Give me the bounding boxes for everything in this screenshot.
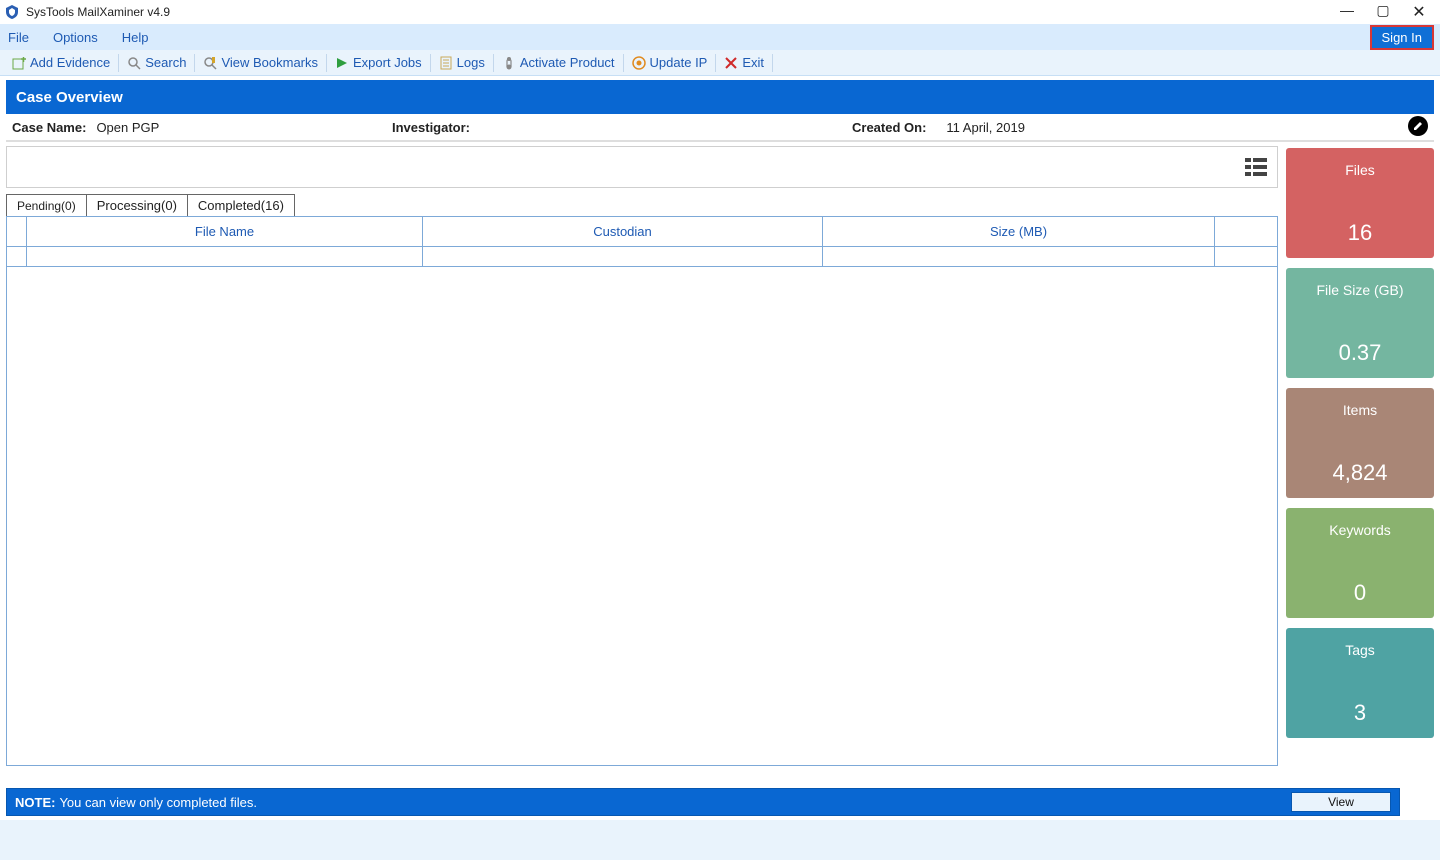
list-view-icon[interactable]: [1245, 158, 1267, 176]
update-ip-button[interactable]: Update IP: [626, 52, 714, 74]
note-bar: NOTE: You can view only completed files.…: [6, 788, 1400, 816]
content-area: Pending(0) Processing(0) Completed(16) F…: [6, 146, 1434, 766]
activate-label: Activate Product: [520, 55, 615, 70]
export-icon: [335, 56, 349, 70]
menu-options[interactable]: Options: [53, 30, 98, 45]
add-evidence-button[interactable]: Add Evidence: [6, 52, 116, 74]
menu-help[interactable]: Help: [122, 30, 149, 45]
toolbar: Add Evidence Search View Bookmarks Expor…: [0, 50, 1440, 76]
case-overview-header: Case Overview: [6, 80, 1434, 114]
card-value: 0.37: [1290, 340, 1430, 366]
logs-label: Logs: [457, 55, 485, 70]
minimize-button[interactable]: —: [1338, 2, 1356, 22]
title-bar: SysTools MailXaminer v4.9 — ▢ ✕: [0, 0, 1440, 24]
case-name-label: Case Name:: [12, 120, 86, 135]
card-title: Files: [1290, 162, 1430, 178]
add-evidence-icon: [12, 56, 26, 70]
col-selector: [7, 217, 27, 246]
card-value: 0: [1290, 580, 1430, 606]
exit-icon: [724, 56, 738, 70]
card-value: 16: [1290, 220, 1430, 246]
card-value: 3: [1290, 700, 1430, 726]
search-label: Search: [145, 55, 186, 70]
export-jobs-button[interactable]: Export Jobs: [329, 52, 428, 74]
close-button[interactable]: ✕: [1410, 2, 1428, 22]
col-spacer: [1215, 217, 1235, 246]
view-bookmarks-button[interactable]: View Bookmarks: [197, 52, 324, 74]
bookmark-icon: [203, 56, 217, 70]
tab-completed[interactable]: Completed(16): [187, 194, 295, 216]
edit-icon: [1412, 120, 1424, 132]
card-value: 4,824: [1290, 460, 1430, 486]
case-info-bar: Case Name: Open PGP Investigator: Create…: [6, 114, 1434, 142]
tab-processing[interactable]: Processing(0): [86, 194, 188, 216]
col-filename[interactable]: File Name: [27, 217, 423, 246]
case-name-value: Open PGP: [96, 120, 159, 135]
note-text: You can view only completed files.: [59, 795, 257, 810]
left-panel: Pending(0) Processing(0) Completed(16) F…: [6, 146, 1278, 766]
logs-icon: [439, 56, 453, 70]
app-title: SysTools MailXaminer v4.9: [26, 5, 1338, 19]
stat-card-tags[interactable]: Tags 3: [1286, 628, 1434, 738]
signin-button[interactable]: Sign In: [1370, 25, 1434, 50]
app-icon: [4, 4, 20, 20]
card-title: Keywords: [1290, 522, 1430, 538]
view-toggle-bar: [6, 146, 1278, 188]
edit-case-button[interactable]: [1408, 116, 1428, 136]
table-header: File Name Custodian Size (MB): [7, 217, 1277, 247]
tab-pending[interactable]: Pending(0): [6, 194, 87, 216]
card-title: Items: [1290, 402, 1430, 418]
add-evidence-label: Add Evidence: [30, 55, 110, 70]
created-on-value: 11 April, 2019: [946, 120, 1025, 135]
activate-button[interactable]: Activate Product: [496, 52, 621, 74]
investigator-label: Investigator:: [392, 120, 470, 135]
stat-card-keywords[interactable]: Keywords 0: [1286, 508, 1434, 618]
files-table: File Name Custodian Size (MB): [6, 216, 1278, 766]
export-jobs-label: Export Jobs: [353, 55, 422, 70]
stat-card-files[interactable]: Files 16: [1286, 148, 1434, 258]
update-ip-icon: [632, 56, 646, 70]
stat-card-file-size-gb-[interactable]: File Size (GB) 0.37: [1286, 268, 1434, 378]
search-icon: [127, 56, 141, 70]
card-title: File Size (GB): [1290, 282, 1430, 298]
exit-button[interactable]: Exit: [718, 52, 770, 74]
col-size[interactable]: Size (MB): [823, 217, 1215, 246]
search-button[interactable]: Search: [121, 52, 192, 74]
note-label: NOTE:: [15, 795, 55, 810]
card-title: Tags: [1290, 642, 1430, 658]
view-bookmarks-label: View Bookmarks: [221, 55, 318, 70]
created-on-label: Created On:: [852, 120, 926, 135]
maximize-button[interactable]: ▢: [1374, 2, 1392, 22]
col-custodian[interactable]: Custodian: [423, 217, 823, 246]
menu-bar: File Options Help Sign In: [0, 24, 1440, 50]
stat-card-items[interactable]: Items 4,824: [1286, 388, 1434, 498]
view-button[interactable]: View: [1291, 792, 1391, 812]
status-tabs: Pending(0) Processing(0) Completed(16): [6, 194, 1278, 216]
stats-panel: Files 16 File Size (GB) 0.37 Items 4,824 Keywo…: [1286, 146, 1434, 766]
table-row: [7, 247, 1277, 267]
update-ip-label: Update IP: [650, 55, 708, 70]
activate-icon: [502, 56, 516, 70]
exit-label: Exit: [742, 55, 764, 70]
logs-button[interactable]: Logs: [433, 52, 491, 74]
menu-file[interactable]: File: [8, 30, 29, 45]
